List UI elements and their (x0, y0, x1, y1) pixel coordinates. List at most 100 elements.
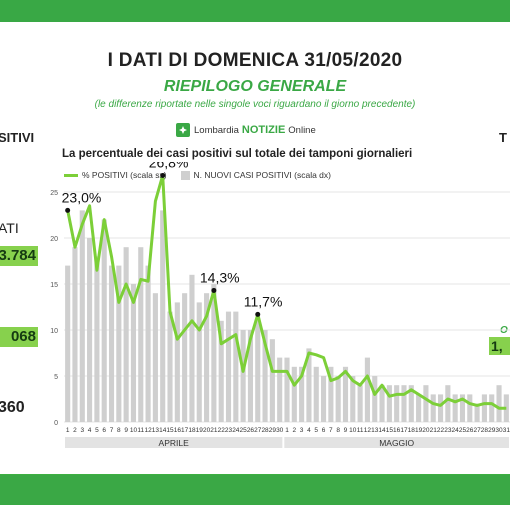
annotation-label: 26,8% (149, 162, 189, 170)
legend-item-positive-pct: % POSITIVI (scala sx) (82, 170, 167, 180)
x-tick-label: 19 (196, 427, 204, 434)
bar-new-cases (320, 376, 327, 422)
bar-new-cases (65, 265, 71, 422)
x-group-band (65, 437, 283, 448)
x-tick-label: 8 (117, 427, 121, 434)
left-value-2: 068 (0, 327, 38, 347)
brand-suffix: Online (288, 124, 316, 136)
y-tick-label: 0 (54, 420, 58, 427)
chart-title: La percentuale dei casi positivi sul tot… (62, 148, 413, 160)
bar-new-cases (394, 385, 400, 422)
x-tick-label: 5 (314, 427, 318, 434)
bar-new-cases (233, 311, 239, 422)
x-tick-label: 6 (322, 427, 326, 434)
bar-new-cases (94, 256, 100, 422)
left-heading: SITIVI (0, 130, 35, 145)
bar-new-cases (218, 320, 224, 422)
top-bar (0, 0, 510, 22)
y-tick-label: 20 (50, 236, 58, 243)
x-tick-label: 21 (210, 427, 218, 434)
bar-new-cases (408, 385, 414, 422)
x-tick-label: 30 (495, 427, 503, 434)
bar-new-cases (211, 284, 217, 422)
x-tick-label: 29 (269, 427, 277, 434)
x-tick-label: 6 (102, 427, 106, 434)
bar-new-cases (306, 348, 312, 422)
x-tick-label: 9 (344, 427, 348, 434)
bar-new-cases (335, 376, 341, 422)
bar-new-cases (277, 357, 283, 422)
x-tick-label: 1 (66, 427, 70, 434)
bar-new-cases (123, 247, 129, 422)
bar-new-cases (174, 302, 180, 422)
x-tick-label: 13 (371, 427, 379, 434)
x-tick-label: 3 (80, 427, 84, 434)
bar-new-cases (225, 311, 232, 422)
x-tick-label: 10 (349, 427, 357, 434)
x-tick-label: 11 (137, 427, 144, 434)
bar-new-cases (401, 385, 407, 422)
right-value: 1, (489, 337, 510, 355)
x-tick-label: 21 (430, 427, 438, 434)
x-tick-label: 23 (444, 427, 452, 434)
bar-new-cases (101, 219, 107, 422)
bar-new-cases (342, 366, 349, 422)
x-tick-label: 14 (378, 427, 386, 434)
left-value-1: 3.784 (0, 246, 38, 266)
x-tick-label: 17 (181, 427, 189, 434)
bar-new-cases (445, 385, 451, 422)
bar-new-cases (350, 376, 356, 422)
bar-new-cases (182, 293, 188, 422)
x-tick-label: 22 (437, 427, 445, 434)
page-title: I DATI DI DOMENICA 31/05/2020 (107, 50, 403, 71)
x-tick-label: 30 (276, 427, 284, 434)
x-tick-label: 24 (452, 427, 460, 434)
bar-new-cases (467, 394, 473, 422)
x-tick-label: 12 (364, 427, 372, 434)
right-heading: T (499, 130, 507, 145)
annotation-label: 23,0% (62, 189, 102, 205)
x-tick-label: 1 (285, 427, 289, 434)
bar-new-cases (364, 357, 370, 422)
lombardia-logo-icon (176, 123, 190, 137)
bar-new-cases (459, 394, 466, 422)
x-tick-label: 2 (73, 427, 77, 434)
bar-new-cases (255, 320, 261, 422)
x-group-label: MAGGIO (379, 438, 414, 448)
left-value-3: 360 (0, 399, 25, 416)
bar-new-cases (503, 394, 509, 422)
brand: Lombardia NOTIZIE Online (176, 121, 316, 139)
x-tick-label: 29 (488, 427, 496, 434)
bar-new-cases (496, 385, 502, 422)
bar-new-cases (379, 385, 385, 422)
annotation-point (255, 311, 261, 317)
bar-new-cases (108, 265, 115, 422)
bar-new-cases (167, 311, 173, 422)
annotation-label: 14,3% (200, 269, 240, 285)
x-tick-label: 10 (130, 427, 138, 434)
line-positive-pct (66, 173, 507, 410)
x-tick-label: 23 (225, 427, 233, 434)
brand-strong: NOTIZIE (241, 124, 286, 136)
bar-new-cases (437, 394, 444, 422)
x-tick-label: 7 (329, 427, 333, 434)
left-label: ATI (0, 220, 19, 236)
bar-new-cases (145, 265, 151, 422)
bar-new-cases (247, 330, 254, 422)
brand-prefix: Lombardia (194, 124, 239, 136)
annotation-point (65, 207, 71, 213)
bar-new-cases (240, 330, 246, 422)
bar-new-cases (138, 247, 144, 422)
bar-new-cases (79, 210, 85, 422)
bar-new-cases (452, 394, 458, 422)
annotation-point (160, 172, 166, 178)
bar-new-cases (130, 284, 137, 422)
x-tick-label: 7 (110, 427, 114, 434)
x-tick-label: 28 (261, 427, 269, 434)
bar-new-cases (299, 366, 305, 422)
bar-new-cases (196, 302, 202, 422)
bar-new-cases (328, 366, 334, 422)
chart-legend: % POSITIVI (scala sx) N. NUOVI CASI POSI… (64, 169, 331, 181)
x-tick-label: 8 (336, 427, 340, 434)
bar-new-cases (152, 293, 158, 422)
